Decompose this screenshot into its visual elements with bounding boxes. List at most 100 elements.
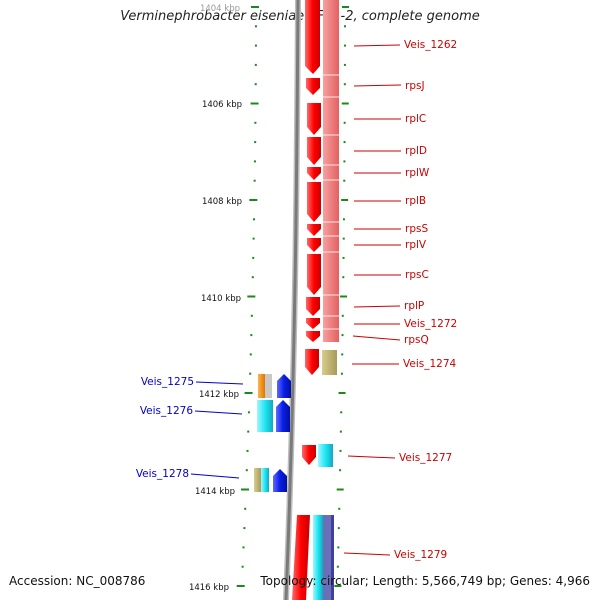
gene-arrow[interactable] (305, 349, 319, 375)
minor-tick (343, 160, 346, 163)
gene-arrow[interactable] (307, 137, 321, 165)
minor-tick (343, 141, 346, 144)
minor-tick (343, 83, 346, 86)
gene-labels-right: Veis_1262 rpsJ rplC rplD rplW rplB rpsS … (343, 39, 457, 561)
minor-tick (254, 63, 257, 66)
gene-label[interactable]: Veis_1278 (136, 468, 189, 480)
gene-arrow[interactable] (307, 167, 321, 180)
gene-arrows-left (254, 374, 291, 492)
minor-tick (250, 314, 253, 317)
minor-tick (340, 411, 343, 414)
minor-tick (242, 546, 245, 549)
gene-arrow[interactable] (307, 238, 321, 252)
gene-label[interactable]: Veis_1279 (394, 549, 447, 561)
minor-tick (337, 527, 340, 530)
gene-cluster-band (323, 0, 339, 342)
gene-label[interactable]: Veis_1272 (404, 318, 457, 330)
gene-arrow[interactable] (273, 469, 287, 492)
major-tick (341, 6, 349, 8)
scale-label: 1408 kbp (202, 197, 242, 207)
gene-label[interactable]: rplV (405, 239, 427, 251)
gene-arrow[interactable] (307, 224, 321, 236)
scale-label: 1412 kbp (199, 390, 239, 400)
gene-cluster-bottom (292, 515, 334, 600)
minor-tick (337, 546, 340, 549)
minor-tick (339, 449, 342, 452)
scale-label: 1406 kbp (202, 100, 242, 110)
minor-tick (253, 179, 256, 182)
gene-label[interactable]: Veis_1274 (403, 358, 457, 370)
minor-tick (250, 334, 253, 337)
gene-arrow[interactable] (277, 374, 291, 398)
accession-text: Accession: NC_008786 (9, 574, 146, 588)
gene-label[interactable]: rplW (405, 167, 430, 179)
major-tick (241, 488, 250, 491)
minor-tick (249, 372, 252, 375)
minor-tick (254, 25, 257, 28)
gene-label[interactable]: rplC (405, 113, 426, 125)
gene-label[interactable]: Veis_1262 (404, 39, 457, 51)
scale-label: 1410 kbp (201, 294, 241, 304)
major-tick (341, 102, 349, 105)
scale-label: 1416 kbp (189, 583, 229, 593)
gene-arrow[interactable] (307, 103, 321, 135)
gene-arrow[interactable] (306, 78, 320, 95)
topology-text: Topology: circular; Length: 5,566,749 bp… (260, 574, 590, 588)
major-tick (334, 585, 342, 587)
gene-label[interactable]: rplD (405, 145, 427, 157)
scale-ticks (236, 6, 259, 587)
minor-tick (243, 527, 246, 530)
gene-label[interactable]: rpsJ (405, 80, 425, 92)
minor-tick (341, 353, 344, 356)
gene-labels-left: Veis_1275 Veis_1276 Veis_1278 (136, 376, 244, 480)
gene-arrow[interactable] (305, 0, 320, 74)
gene-label[interactable]: rpsC (405, 269, 429, 281)
scale-ticks-outer (334, 6, 349, 587)
major-tick (341, 199, 349, 201)
gene-arrow[interactable] (276, 400, 290, 432)
minor-tick (254, 83, 257, 86)
gene-label[interactable]: Veis_1277 (399, 452, 452, 464)
gene-label[interactable]: Veis_1275 (141, 376, 194, 388)
minor-tick (343, 44, 346, 47)
major-tick (250, 6, 259, 8)
major-tick (247, 295, 256, 298)
gene-blocks-right (318, 350, 337, 467)
gene-label[interactable]: rplB (405, 195, 426, 207)
major-tick (249, 199, 258, 201)
minor-tick (341, 334, 344, 337)
gene-arrows-red (302, 0, 321, 465)
minor-tick (343, 25, 346, 28)
minor-tick (343, 63, 346, 66)
gene-label[interactable]: rplP (404, 300, 424, 312)
minor-tick (339, 469, 342, 472)
gene-label[interactable]: rpsS (405, 223, 428, 235)
gene-arrow[interactable] (307, 254, 321, 295)
minor-tick (342, 237, 345, 240)
minor-tick (245, 469, 248, 472)
minor-tick (342, 276, 345, 279)
scale-label: 1404 kbp (200, 4, 240, 14)
minor-tick (247, 430, 250, 433)
minor-tick (336, 565, 339, 568)
minor-tick (249, 353, 252, 356)
minor-tick (251, 276, 254, 279)
minor-tick (246, 449, 249, 452)
gene-arrow[interactable] (306, 318, 320, 329)
major-tick (250, 102, 259, 105)
minor-tick (252, 218, 255, 221)
major-tick (336, 488, 344, 491)
scale-labels: 1404 kbp 1406 kbp 1408 kbp 1410 kbp 1412… (189, 4, 242, 593)
gene-label[interactable]: Veis_1276 (140, 405, 194, 417)
minor-tick (342, 256, 345, 259)
gene-arrow[interactable] (306, 331, 320, 342)
gene-arrow[interactable] (307, 182, 321, 222)
minor-tick (341, 314, 344, 317)
minor-tick (254, 44, 257, 47)
gene-arrow[interactable] (306, 297, 320, 316)
minor-tick (252, 237, 255, 240)
gene-arrow[interactable] (302, 445, 316, 465)
minor-tick (241, 565, 244, 568)
gene-label[interactable]: rpsQ (404, 334, 429, 346)
